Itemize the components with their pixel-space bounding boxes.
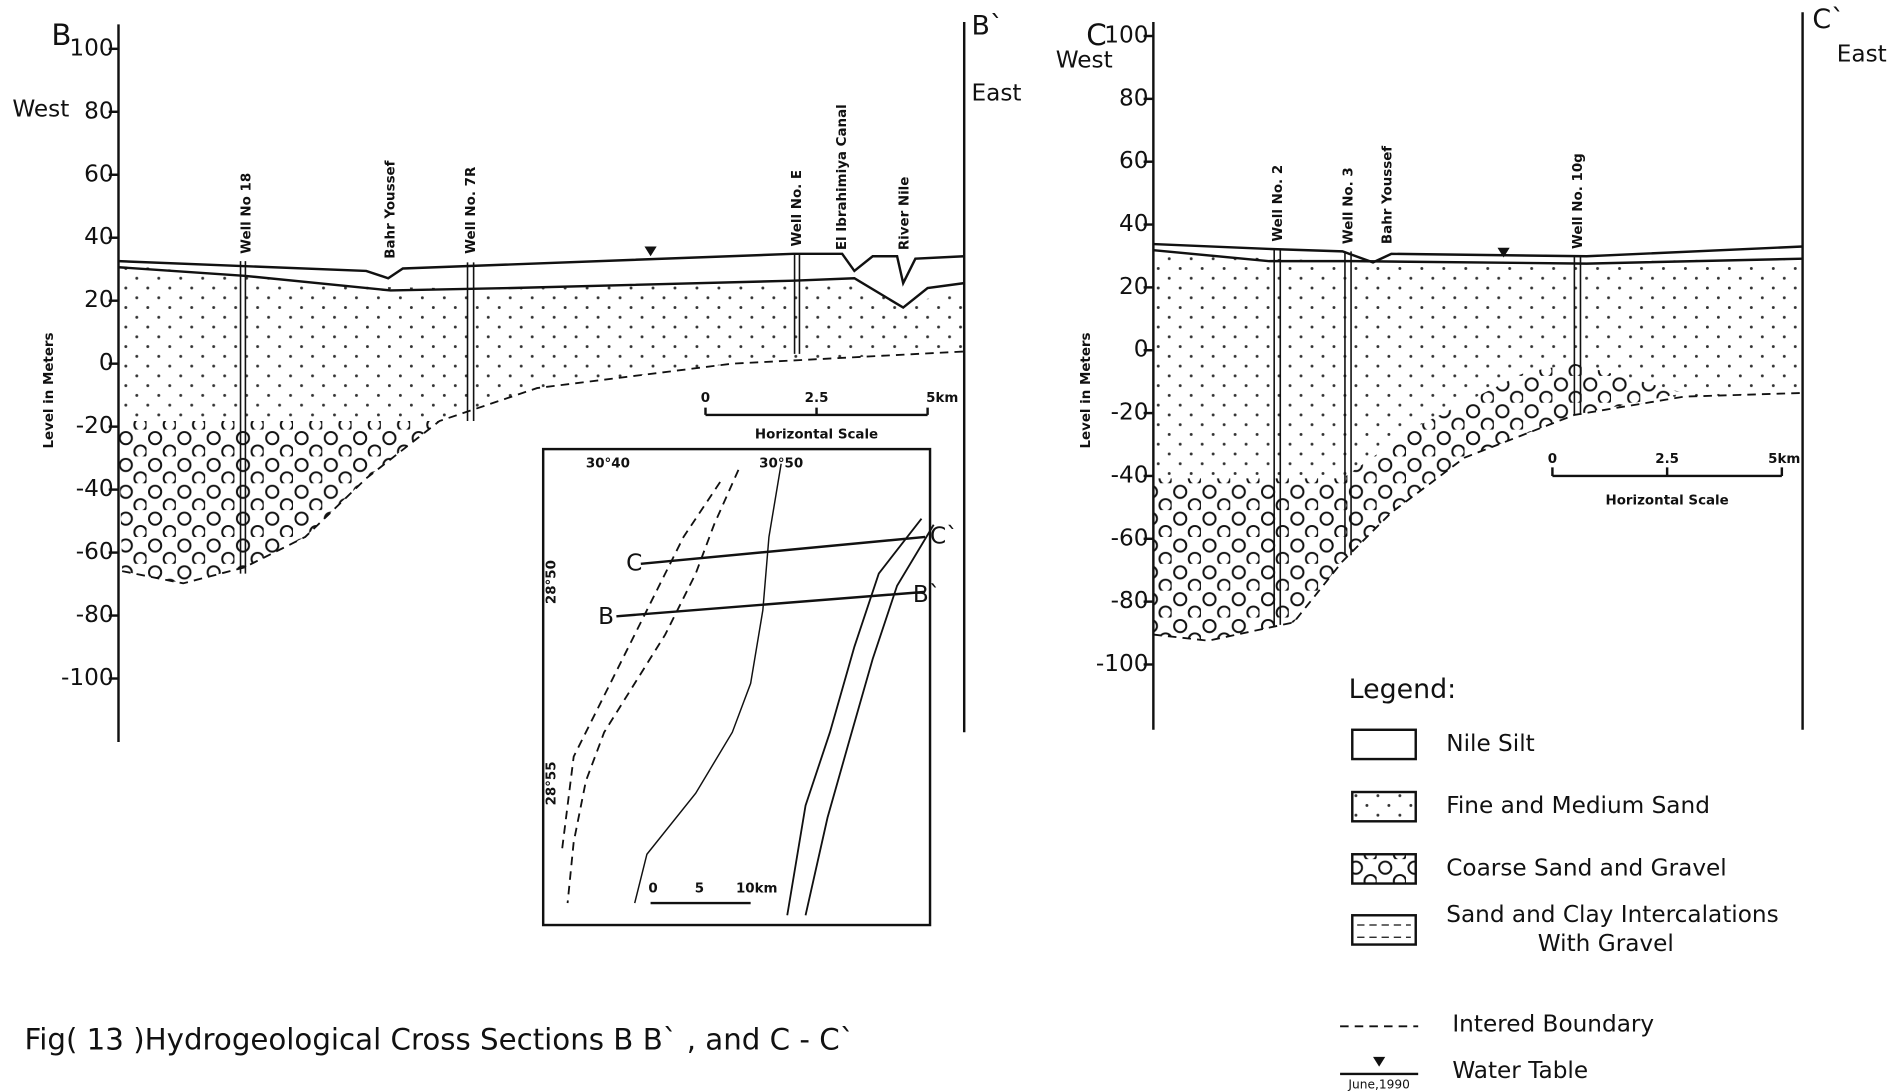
y-tick-label: 80 [1119,84,1149,111]
swatch-gravel [1351,853,1417,885]
well-label: Well No. 7R [464,166,479,254]
west-label: West [1056,47,1113,74]
y-tick-label: -80 [1111,587,1149,614]
map-label: C [626,549,642,576]
y-tick-label: -60 [76,538,114,565]
wells [239,253,801,574]
y-tick-label: 40 [1119,210,1149,237]
inferred-boundary [1153,392,1803,642]
inferred-boundary [121,350,965,585]
y-tick-label: -20 [1111,399,1149,426]
map-coord: 30°40 [586,457,630,472]
y-tick-label: 0 [1134,336,1149,363]
west-label: West [12,95,69,122]
section-c: C C` West East Level in Meters 100 80 60 40… [1056,4,1887,730]
silt-base [1153,248,1803,265]
map-coord: 30°50 [759,457,803,472]
wells [1273,248,1582,625]
map-scale-tick: 10km [736,881,778,896]
gravel [118,421,440,584]
swatch-silt [1351,728,1417,761]
scale-bar [704,407,929,417]
well-label: Well No. 2 [1271,165,1286,242]
y-tick-label: 40 [84,223,113,250]
fine-sand [118,264,965,422]
y-ticks: 100 80 60 40 20 0 -20 -40 -60 -80 -100 [61,34,119,691]
y-tick-label: 20 [1119,273,1149,300]
section-lines [616,535,926,618]
section-start: C [1086,18,1106,52]
well-label: Bahr Youssef [1381,146,1396,244]
water-table-marker [644,246,657,257]
well-label: Well No. 10g [1571,153,1586,249]
swatch-clay [1351,914,1417,946]
y-tick-label: -80 [76,601,114,628]
scale-title: Horizontal Scale [1606,493,1729,508]
east-label: East [1837,40,1887,67]
well-label: River Nile [897,177,912,251]
legend-boundary: Intered Boundary [1452,1011,1654,1038]
scale-tick: 5km [926,391,958,406]
map-label: B` [913,581,940,608]
y-tick-label: 80 [84,97,113,124]
y-tick-label: -100 [61,664,114,691]
map-label: B [598,603,614,630]
location-map: C B C` B` 30°40 30°50 28°50 28°55 0 5 10… [541,447,958,927]
y-tick-label: 20 [84,286,113,313]
legend-water-table: Water Table [1452,1057,1588,1084]
well-label: Well No 18 [240,173,255,254]
legend-title: Legend: [1349,674,1457,705]
well-label: Well No. E [790,170,805,247]
east-label: East [972,79,1022,106]
y-tick-label: 100 [1104,22,1148,49]
y-tick-label: -40 [1111,461,1149,488]
axis-title: Level in Meters [1079,332,1094,448]
water-table-marker [1497,247,1510,258]
legend-item: With Gravel [1538,930,1674,957]
section-end: B` [972,10,1004,41]
ground-surface [118,252,965,287]
map-coord: 28°55 [545,761,560,805]
map-scale-tick: 5 [695,881,704,896]
y-tick-label: -20 [76,412,114,439]
section-b: B B` West East Level in Meters 100 80 60 40… [12,10,1022,742]
scale-tick: 5km [1768,452,1800,467]
y-tick-label: -100 [1096,650,1149,677]
y-tick-label: 60 [1119,147,1149,174]
scale-title: Horizontal Scale [755,427,878,442]
y-tick-label: -40 [76,475,114,502]
silt-base [118,266,965,310]
legend: Legend: Nile Silt Fine and Medium Sand C… [1340,674,1779,1091]
water-table-marker [1373,1056,1386,1067]
swatch-sand [1351,790,1417,823]
legend-water-date: June,1990 [1347,1077,1409,1091]
legend-item: Nile Silt [1446,730,1535,757]
map-scale-tick: 0 [648,881,657,896]
well-label: El Ibrahimiya Canal [835,104,850,250]
scale-tick: 2.5 [805,391,829,406]
legend-item: Sand and Clay Intercalations [1446,901,1778,928]
legend-item: Coarse Sand and Gravel [1446,854,1727,881]
map-coord: 28°50 [545,560,560,604]
section-start: B [51,18,71,52]
scale-bar [1551,467,1784,478]
swatch-clay-lines [1357,924,1411,938]
map-label: C` [930,522,958,549]
gravel [1153,363,1685,641]
scale-tick: 0 [701,391,710,406]
y-ticks: 100 80 60 40 20 0 -20 -40 -60 -80 -100 [1096,22,1154,677]
y-tick-label: 0 [99,349,114,376]
y-tick-label: 60 [84,160,113,187]
section-end: C` [1812,4,1844,35]
axis-title: Level in Meters [42,332,57,448]
well-label: Bahr Youssef [384,160,399,258]
scale-tick: 0 [1548,452,1557,467]
y-tick-label: 100 [69,34,113,61]
y-tick-label: -60 [1111,524,1149,551]
scale-tick: 2.5 [1655,452,1679,467]
caption: Fig( 13 )Hydrogeological Cross Sections … [25,1022,855,1056]
legend-item: Fine and Medium Sand [1446,792,1710,819]
well-label: Well No. 3 [1342,167,1357,244]
